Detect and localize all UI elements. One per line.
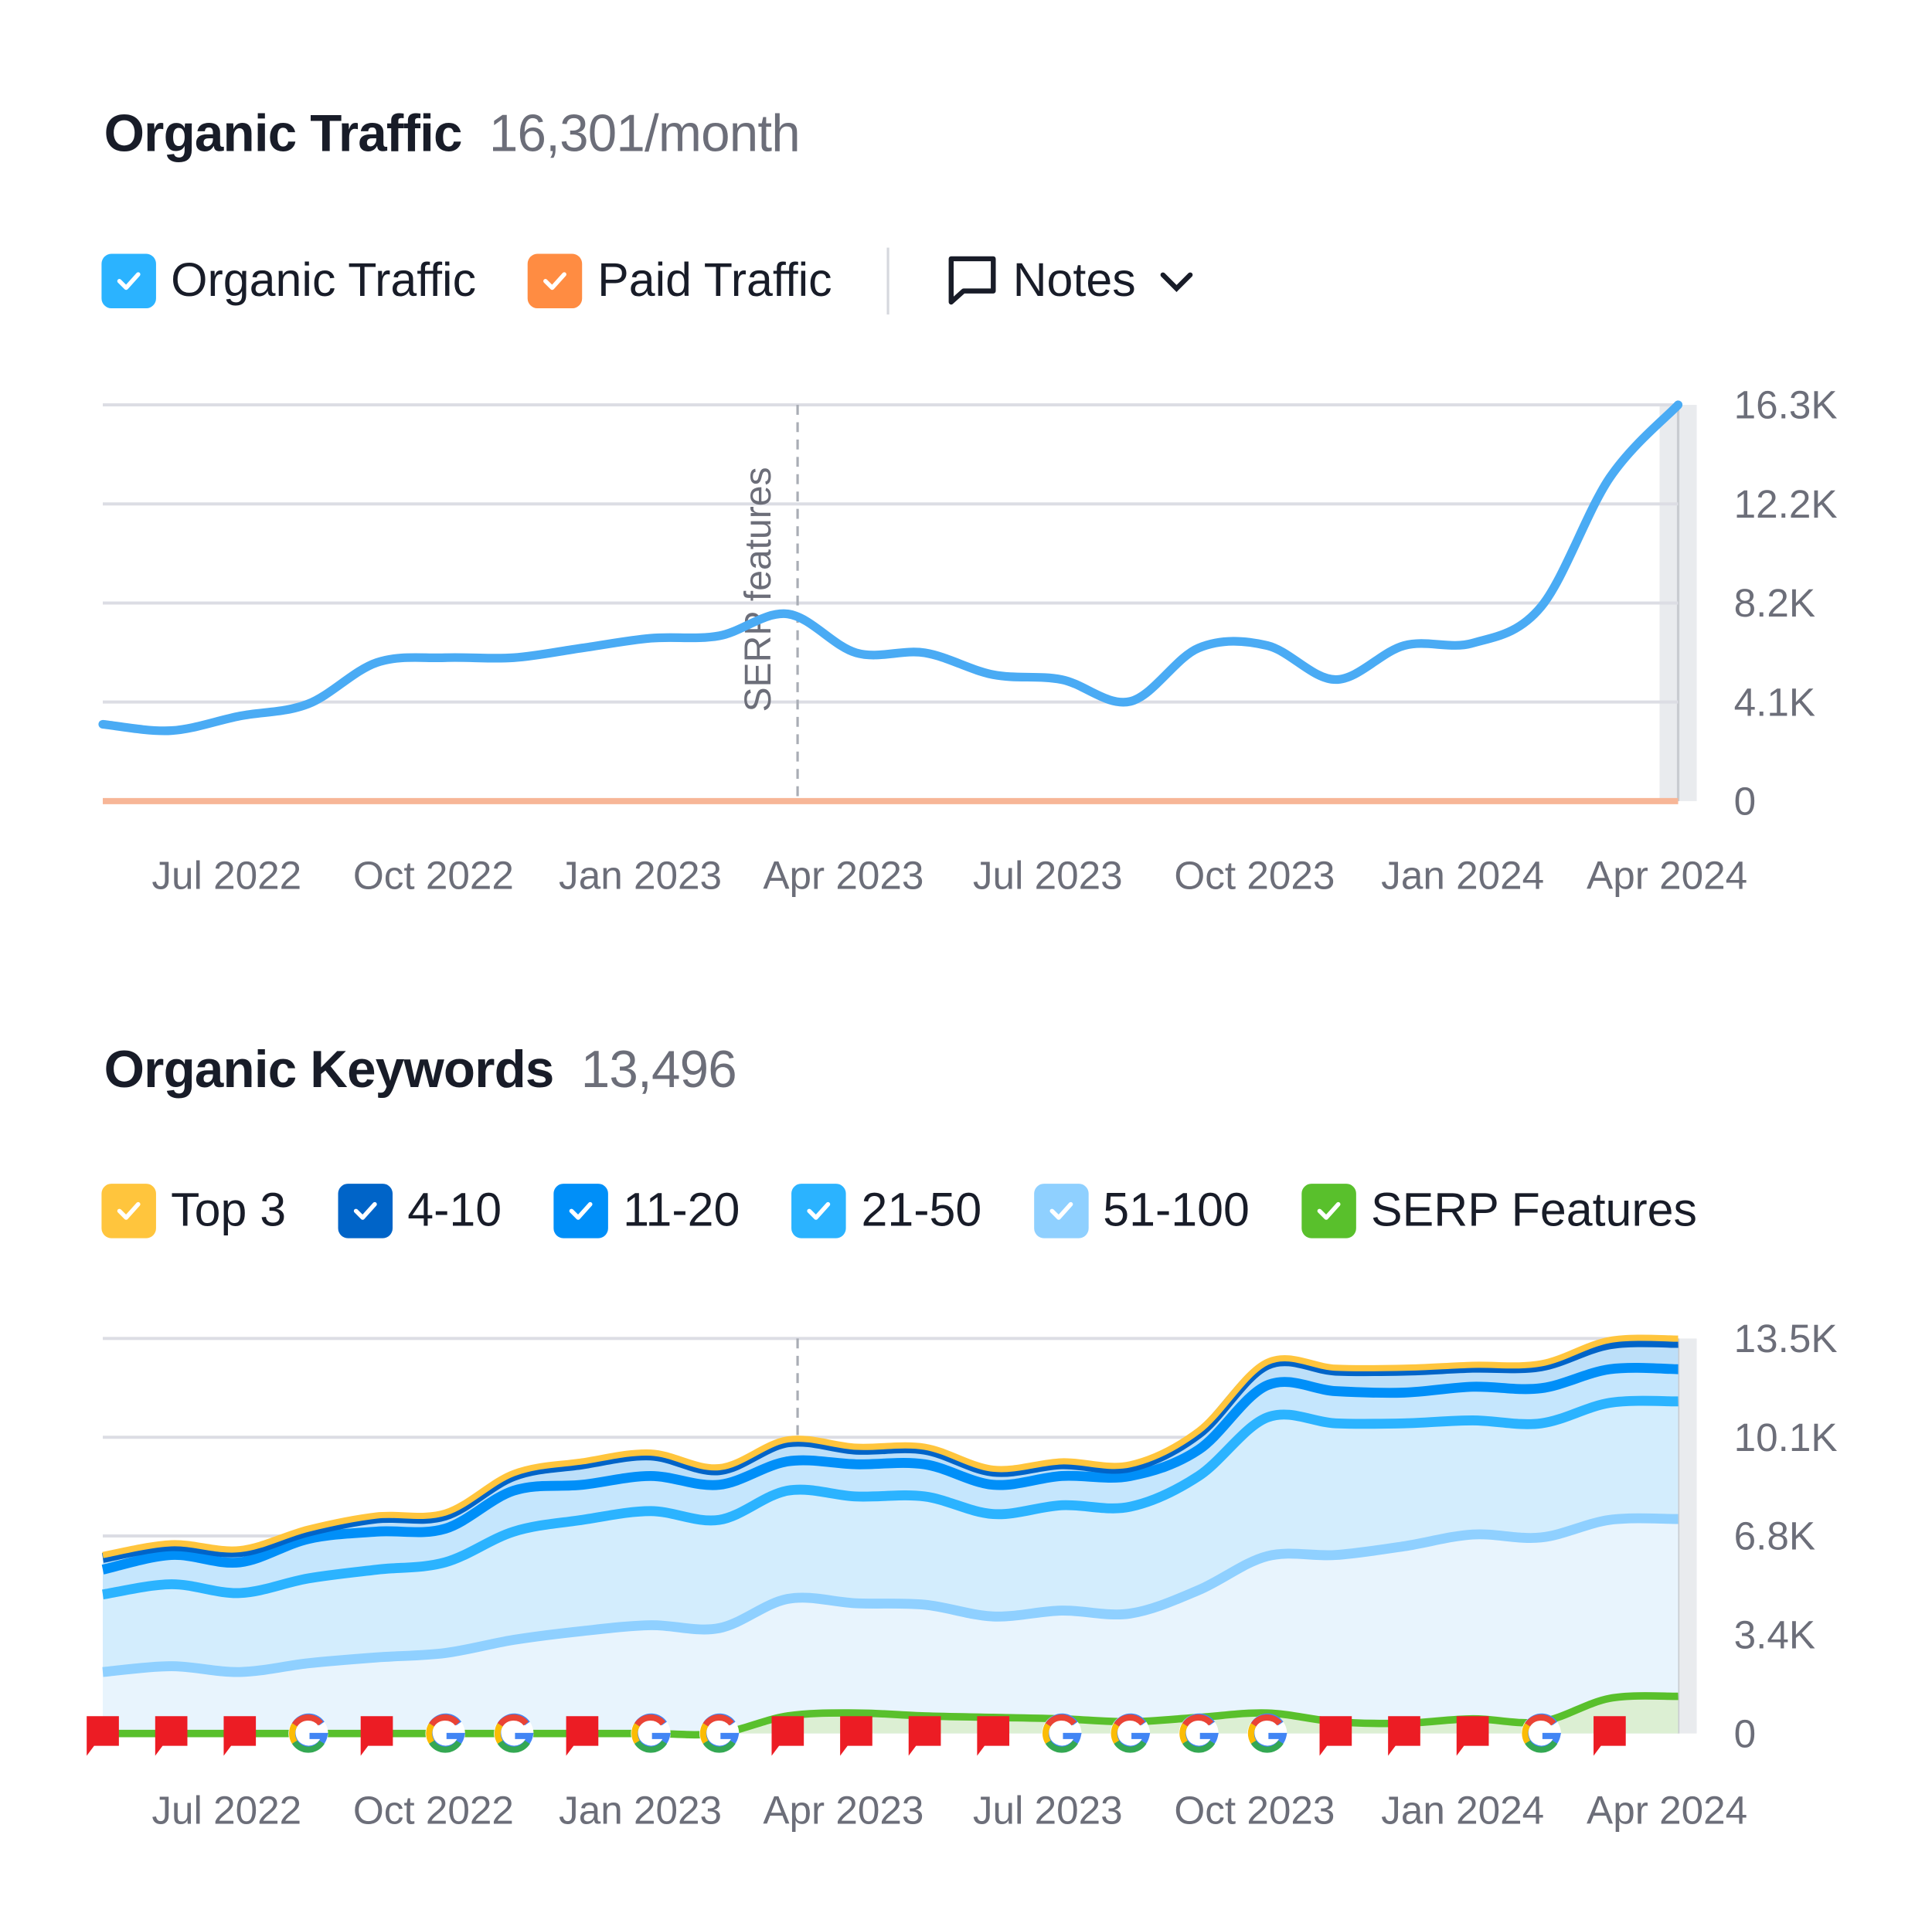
x-tick-label: Apr 2023 (763, 854, 923, 898)
y-tick-label: 10.1K (1734, 1415, 1838, 1459)
keywords-chart: 0 3.4K 6.8K 10.1K 13.5K Jul 2022 Oct 2022 Jan 2… (0, 941, 1932, 1913)
y-tick-label: 6.8K (1734, 1514, 1815, 1558)
flag-marker-icon[interactable] (1388, 1716, 1420, 1755)
google-update-marker-icon[interactable] (1522, 1714, 1561, 1753)
flag-marker-icon[interactable] (1320, 1716, 1352, 1755)
x-tick-label: Oct 2023 (1174, 854, 1335, 898)
x-tick-label: Jul 2023 (973, 854, 1123, 898)
google-update-marker-icon[interactable] (288, 1714, 328, 1753)
google-update-marker-icon[interactable] (1042, 1714, 1081, 1753)
x-tick-label: Jul 2023 (973, 1789, 1123, 1833)
flag-marker-icon[interactable] (909, 1716, 941, 1755)
y-tick-label: 4.1K (1734, 680, 1815, 724)
google-update-marker-icon[interactable] (631, 1714, 670, 1753)
x-tick-label: Oct 2023 (1174, 1789, 1335, 1833)
x-tick-label: Jan 2023 (559, 854, 722, 898)
flag-marker-icon[interactable] (977, 1716, 1009, 1755)
google-update-marker-icon[interactable] (426, 1714, 465, 1753)
x-tick-label: Apr 2024 (1587, 1789, 1747, 1833)
google-update-marker-icon[interactable] (1111, 1714, 1150, 1753)
google-update-marker-icon[interactable] (494, 1714, 533, 1753)
y-tick-label: 0 (1734, 780, 1757, 824)
x-tick-label: Oct 2022 (353, 854, 514, 898)
y-tick-label: 12.2K (1734, 482, 1838, 526)
traffic-chart: 0 4.1K 8.2K 12.2K 16.3K Jul 2022 Oct 2022 Jan 2… (0, 0, 1932, 941)
google-update-marker-icon[interactable] (1179, 1714, 1218, 1753)
flag-marker-icon[interactable] (771, 1716, 804, 1755)
series-line-organic-traffic (103, 405, 1679, 731)
flag-marker-icon[interactable] (1594, 1716, 1626, 1755)
x-tick-label: Jan 2024 (1381, 854, 1544, 898)
flag-marker-icon[interactable] (840, 1716, 872, 1755)
y-tick-label: 0 (1734, 1711, 1757, 1755)
flag-marker-icon[interactable] (223, 1716, 256, 1755)
flag-marker-icon[interactable] (1457, 1716, 1489, 1755)
google-update-marker-icon[interactable] (699, 1714, 739, 1753)
annotation-label: SERP features (737, 467, 779, 712)
x-tick-label: Apr 2024 (1587, 854, 1747, 898)
google-update-marker-icon[interactable] (1247, 1714, 1287, 1753)
y-tick-label: 3.4K (1734, 1612, 1815, 1656)
x-tick-label: Jan 2023 (559, 1789, 722, 1833)
y-tick-label: 16.3K (1734, 383, 1838, 427)
x-tick-label: Oct 2022 (353, 1789, 514, 1833)
x-tick-label: Jan 2024 (1381, 1789, 1544, 1833)
flag-marker-icon[interactable] (155, 1716, 188, 1755)
x-tick-label: Jul 2022 (151, 854, 301, 898)
x-tick-label: Apr 2023 (763, 1789, 923, 1833)
x-tick-label: Jul 2022 (151, 1789, 301, 1833)
flag-marker-icon[interactable] (361, 1716, 393, 1755)
y-tick-label: 13.5K (1734, 1317, 1838, 1361)
y-tick-label: 8.2K (1734, 581, 1815, 625)
flag-marker-icon[interactable] (87, 1716, 119, 1755)
flag-marker-icon[interactable] (566, 1716, 599, 1755)
